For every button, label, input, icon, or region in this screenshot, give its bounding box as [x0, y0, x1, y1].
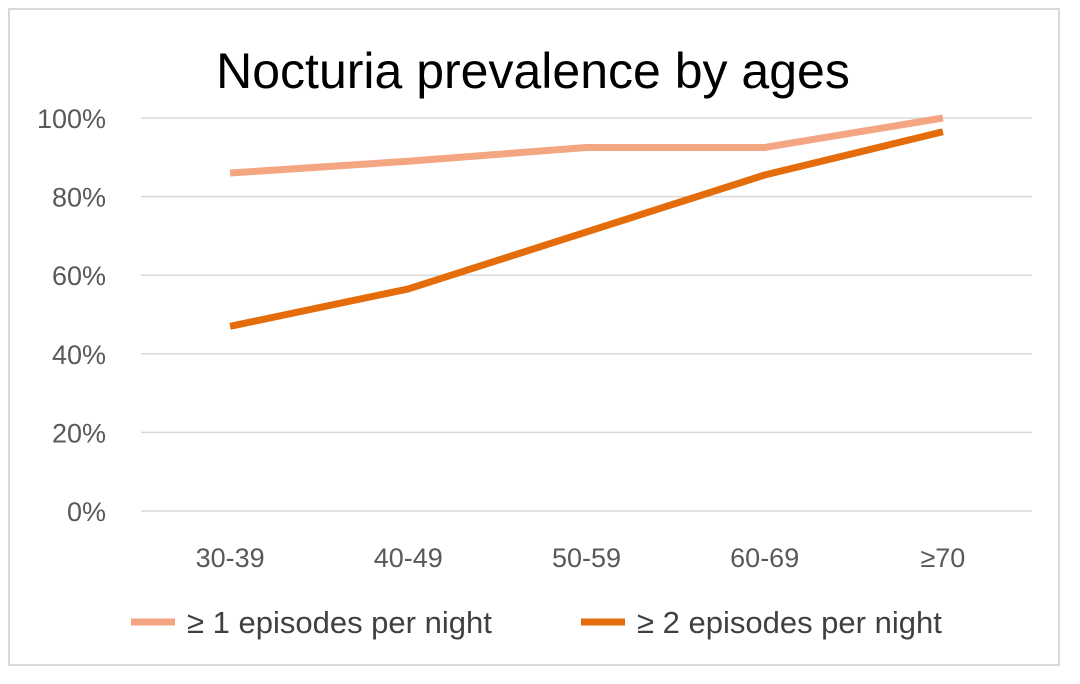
y-tick-label: 60%	[52, 261, 106, 291]
x-tick-label: ≥70	[920, 543, 965, 573]
chart-title: Nocturia prevalence by ages	[216, 43, 850, 99]
series-line-1	[229, 114, 944, 177]
x-axis-tick-labels: 30-39 40-49 50-59 60-69 ≥70	[196, 543, 966, 573]
legend-label: ≥ 2 episodes per night	[637, 605, 942, 640]
legend-label: ≥ 1 episodes per night	[187, 605, 492, 640]
y-tick-label: 20%	[52, 418, 106, 448]
series-lines	[229, 114, 944, 330]
line-chart: Nocturia prevalence by ages 0% 20% 40% 60% 8…	[37, 43, 1032, 640]
x-tick-label: 40-49	[374, 543, 443, 573]
legend: ≥ 1 episodes per night ≥ 2 episodes per n…	[131, 605, 942, 640]
gridlines	[141, 117, 1032, 512]
chart-frame: Nocturia prevalence by ages 0% 20% 40% 60% 8…	[8, 8, 1060, 666]
x-tick-label: 60-69	[730, 543, 799, 573]
y-axis-tick-labels: 0% 20% 40% 60% 80% 100%	[37, 104, 106, 527]
legend-item-2: ≥ 2 episodes per night	[581, 605, 942, 640]
x-tick-label: 30-39	[196, 543, 265, 573]
legend-item-1: ≥ 1 episodes per night	[131, 605, 492, 640]
x-tick-label: 50-59	[552, 543, 621, 573]
y-tick-label: 80%	[52, 183, 106, 213]
series-line-2	[229, 128, 944, 330]
y-tick-label: 0%	[67, 497, 106, 527]
y-tick-label: 100%	[37, 104, 106, 134]
y-tick-label: 40%	[52, 340, 106, 370]
